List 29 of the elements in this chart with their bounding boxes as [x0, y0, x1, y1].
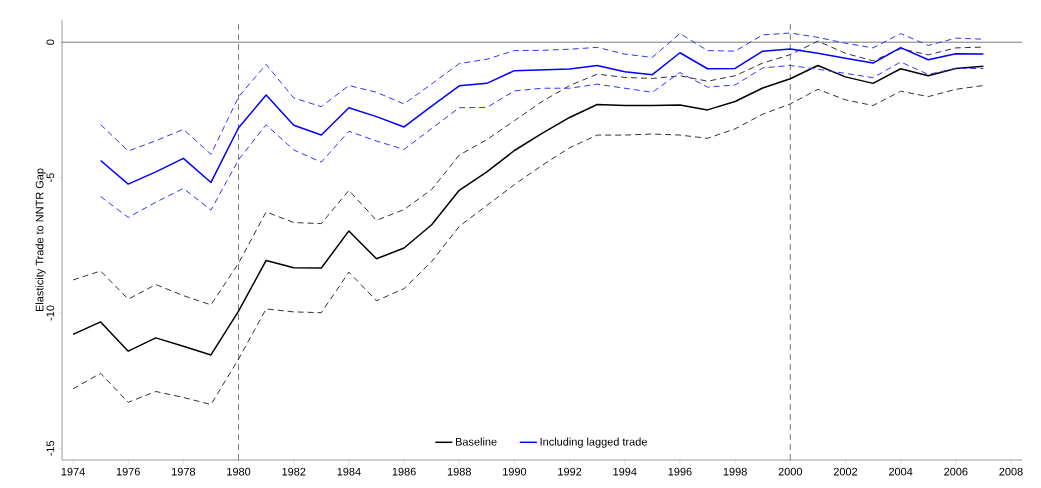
- x-tick-label: 1988: [447, 467, 471, 476]
- y-axis-title: Elasticity Trade to NNTR Gap: [35, 168, 46, 312]
- x-tick-label: 2006: [944, 467, 968, 476]
- x-tick-label: 1996: [668, 467, 692, 476]
- x-tick-label: 1986: [392, 467, 416, 476]
- y-tick-label: -5: [46, 173, 55, 182]
- y-tick-label: 0: [46, 39, 55, 45]
- x-tick-label: 1992: [558, 467, 582, 476]
- legend-label: Baseline: [455, 437, 497, 446]
- x-tick-label: 2002: [833, 467, 858, 476]
- x-tick-label: 1994: [613, 467, 637, 476]
- y-tick-label: -10: [46, 305, 55, 321]
- x-tick-label: 1980: [227, 467, 251, 476]
- x-tick-label: 1984: [337, 467, 361, 476]
- line-series: [100, 32, 984, 155]
- x-tick-label: 1982: [282, 467, 306, 476]
- x-tick-label: 1978: [172, 467, 196, 476]
- line-series: [72, 64, 985, 356]
- x-tick-label: 1998: [723, 467, 747, 476]
- x-tick-label: 2008: [999, 467, 1023, 476]
- line-series: [72, 40, 984, 306]
- x-tick-label: 1974: [61, 467, 85, 476]
- x-tick-label: 2004: [888, 467, 913, 476]
- x-tick-label: 1990: [503, 467, 527, 476]
- legend-label: Including lagged trade: [540, 437, 647, 448]
- y-tick-label: -15: [46, 440, 55, 456]
- x-tick-label: 2000: [778, 467, 803, 476]
- x-tick-label: 1976: [116, 467, 140, 476]
- line-series: [72, 85, 984, 405]
